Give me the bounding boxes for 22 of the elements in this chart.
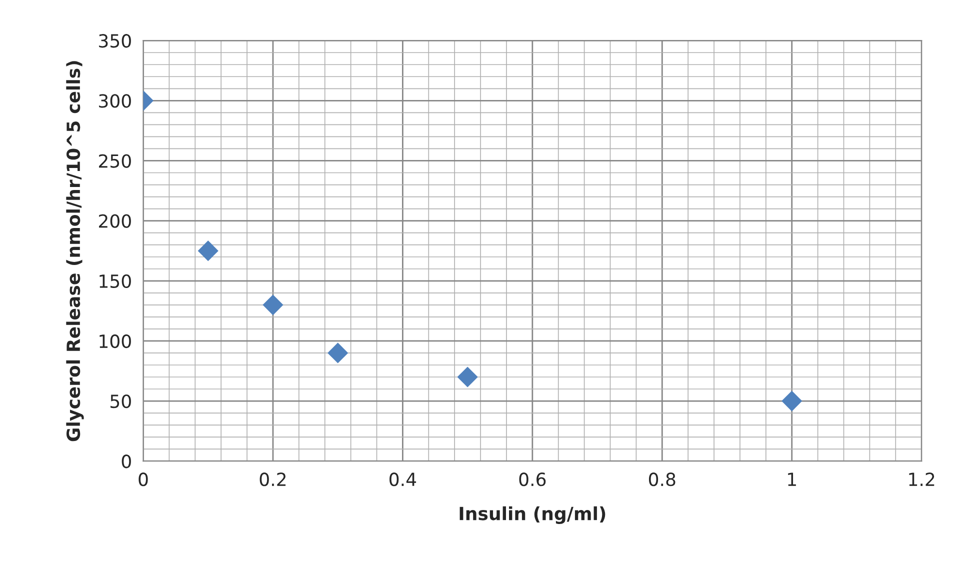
x-tick-label: 0.2 [260,472,286,486]
y-tick-label: 300 [99,94,131,108]
x-tick-label: 0.8 [648,472,676,486]
x-tick-label: 1.2 [909,472,934,486]
x-tick-label: 0.4 [390,472,416,486]
point [262,294,284,316]
y-tick-label: 150 [100,274,131,288]
y-axis-title: Glycerol Release (nmol/hr/10^5 cells) [66,61,84,442]
x-tick-label: 0 [138,472,148,486]
point [782,390,802,412]
x-tick-label: 1 [788,472,796,486]
y-tick-label: 0 [122,454,131,468]
point [198,240,218,262]
y-tick-label: 100 [100,334,131,348]
y-tick-label: 200 [99,214,131,228]
y-tick-label: 50 [110,394,131,408]
y-tick-label: 350 [99,34,131,48]
y-tick-label: 250 [99,154,131,168]
x-tick-label: 0.6 [519,472,546,486]
x-axis-title: Insulin (ng/ml) [460,506,606,524]
point [457,366,478,388]
point [328,342,348,364]
